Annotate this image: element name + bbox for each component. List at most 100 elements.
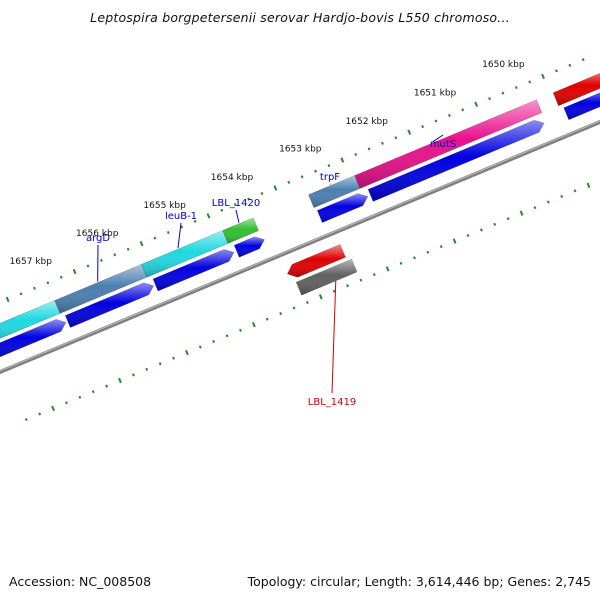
gene-label[interactable]: LBL_1420 [212,198,260,209]
gene-label[interactable]: argD [86,233,110,244]
scale-tick [105,384,109,388]
scale-tick [447,113,451,117]
cds-arrow[interactable] [233,236,265,258]
cds-arrow[interactable] [0,319,67,359]
scale-tick [426,250,430,254]
scale-tick [332,289,336,293]
scale-tick [555,69,558,73]
scale-tick [206,213,211,219]
scale-tick [273,185,278,191]
scale-tick [394,136,398,140]
scale-tick [292,306,296,310]
gene-label[interactable]: trpF [320,172,340,183]
scale-tick [19,292,23,296]
scale-tick [126,247,130,251]
scale-tick [158,362,162,366]
scale-tick [24,418,28,422]
scale-tick [506,217,510,221]
backbone-highlight [0,120,600,372]
scale-tick [533,206,537,210]
cds-arrow[interactable] [563,89,600,121]
scale-tick [5,296,10,303]
scale-tick [318,294,323,300]
scale-tick [528,80,532,84]
scale-tick [139,240,144,247]
cds-arrow[interactable] [64,282,155,328]
gene-feature-mutS[interactable] [354,99,543,189]
scale-tick [413,256,416,260]
gene-feature-LBL_1420[interactable] [222,217,259,244]
scale-tick [247,197,251,201]
scale-tick [474,101,479,107]
scale-tick [91,390,95,394]
cds-arrow[interactable] [367,119,545,202]
scale-tick [461,108,465,112]
reverse-feature-LBL_1419[interactable] [295,258,358,296]
scale-tick [113,253,117,257]
scale-tick [46,281,50,285]
reverse-feature-arrow[interactable] [287,244,346,278]
scale-tick [359,278,363,282]
map-title: Leptospira borgpetersenii serovar Hardjo… [90,10,510,25]
scale-tick [434,119,438,123]
scale-tick [327,164,331,168]
scale-tick [180,225,184,229]
accession-label: Accession: NC_008508 [9,574,152,589]
scale-tick [279,312,283,316]
scale-tick [519,210,524,216]
scale-tick [421,125,425,129]
scale-tick [172,356,175,360]
scale-tick [573,189,577,193]
scale-tick [51,405,55,412]
scale-tick [385,266,390,272]
scale-tick [354,152,358,156]
scale-tick [78,395,82,399]
scale-tick [166,230,170,235]
scale-tick [198,345,202,349]
scale-tick [65,401,68,405]
cds-arrow[interactable] [152,249,235,292]
gene-feature[interactable] [552,69,600,107]
scale-tick [346,284,349,288]
gene-label[interactable]: mutS [430,139,456,150]
scale-tick [466,233,470,238]
scale-tick [86,264,90,268]
cds-arrow[interactable] [316,193,369,223]
scale-tick [372,273,376,277]
scale-tick [381,141,384,145]
scale-tick [488,97,491,101]
kbp-label: 1652 kbp [346,117,389,127]
scale-tick [220,208,224,212]
scale-tick [33,286,36,290]
gene-label[interactable]: LBL_1419 [308,397,356,408]
gene-label-leader [235,209,240,223]
gene-label-leader [432,134,444,143]
topology-summary: Topology: circular; Length: 3,614,446 bp… [247,574,591,589]
scale-tick [439,245,443,249]
kbp-label: 1654 kbp [211,173,254,183]
scale-tick [367,147,371,151]
scale-tick [72,268,77,275]
scale-tick [546,200,550,204]
scale-tick [314,169,317,173]
scale-tick [153,236,157,240]
scale-tick [340,157,345,163]
scale-tick [514,85,518,90]
scale-tick [300,175,304,179]
scale-tick [581,58,585,62]
scale-tick [225,334,229,338]
chromosome-backbone [0,119,600,375]
scale-tick [501,91,505,95]
scale-tick [568,63,572,67]
scale-tick [479,228,483,232]
scale-tick [399,261,403,265]
scale-tick [305,300,309,304]
gene-label-leader [331,280,337,394]
kbp-label: 1656 kbp [76,229,119,239]
scale-tick [251,322,256,328]
scale-tick [193,219,197,223]
scale-tick [452,238,457,244]
gene-label[interactable]: leuB-1 [165,211,197,222]
scale-tick [118,377,122,384]
